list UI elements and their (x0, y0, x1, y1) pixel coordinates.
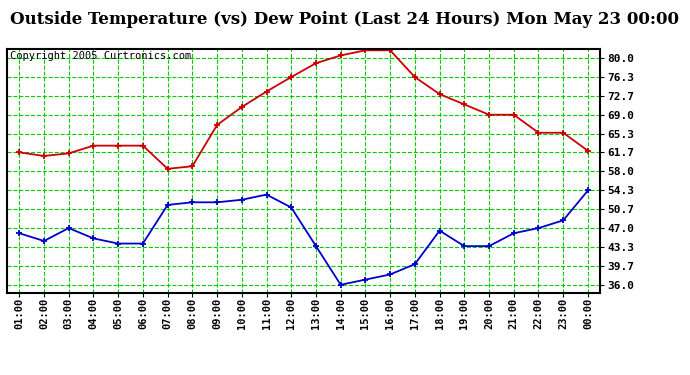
Text: Copyright 2005 Curtronics.com: Copyright 2005 Curtronics.com (10, 51, 191, 61)
Text: Outside Temperature (vs) Dew Point (Last 24 Hours) Mon May 23 00:00: Outside Temperature (vs) Dew Point (Last… (10, 11, 680, 28)
